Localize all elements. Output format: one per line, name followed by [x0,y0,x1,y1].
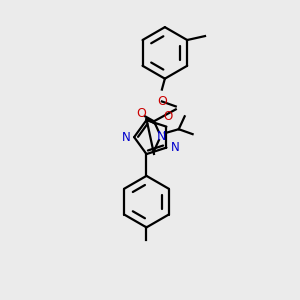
Text: N: N [122,130,130,144]
Text: O: O [164,110,173,123]
Text: O: O [136,107,146,120]
Text: N: N [157,130,167,142]
Text: O: O [157,94,167,107]
Text: N: N [171,141,180,154]
